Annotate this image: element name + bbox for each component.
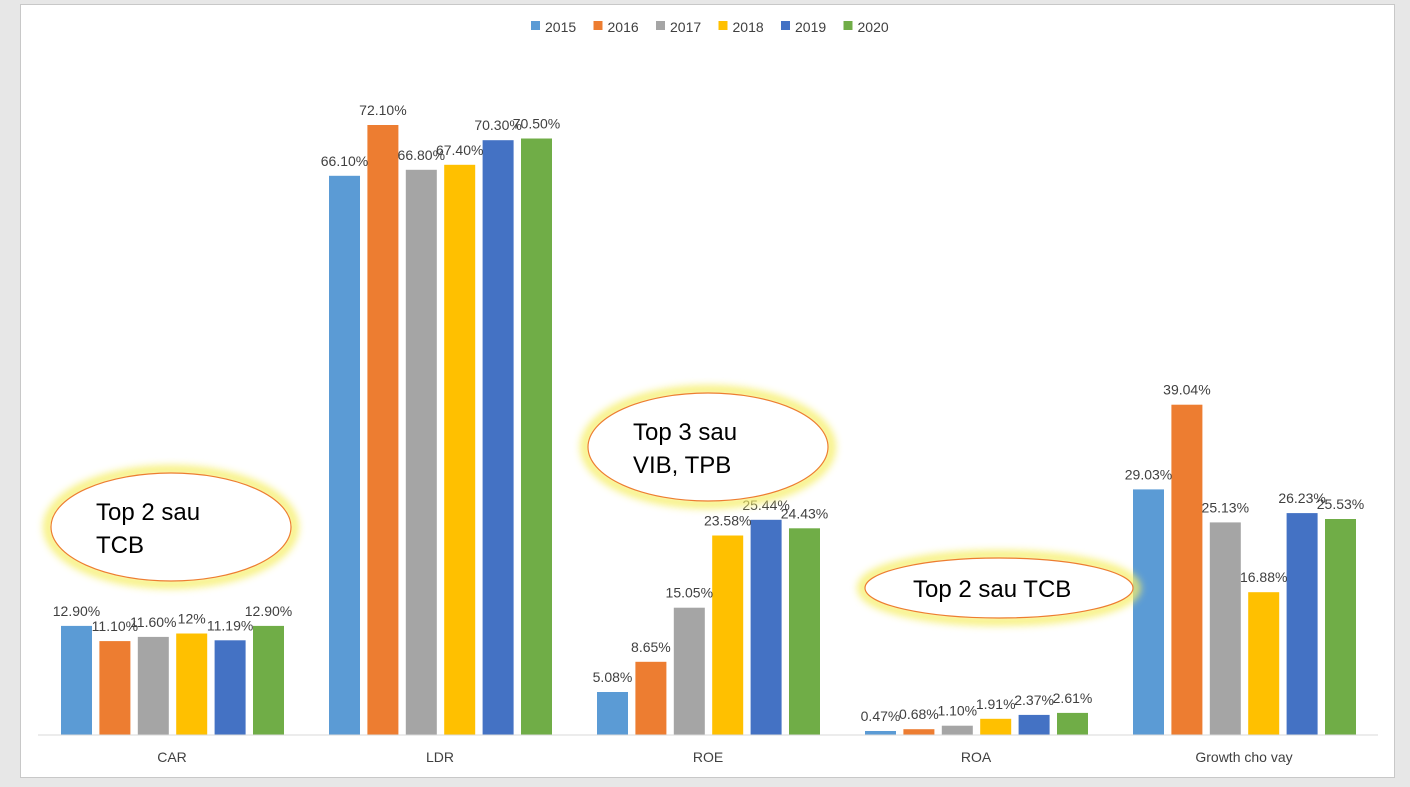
data-label-growth-cho-vay-2018: 16.88% <box>1240 569 1287 585</box>
bar-growth-cho-vay-2016 <box>1171 404 1203 735</box>
data-label-growth-cho-vay-2017: 25.13% <box>1202 499 1249 515</box>
data-label-ldr-2018: 67.40% <box>436 142 483 158</box>
bar-roe-2020 <box>789 528 820 735</box>
data-label-roe-2020: 24.43% <box>781 505 828 521</box>
data-label-growth-cho-vay-2020: 25.53% <box>1317 496 1364 512</box>
bar-roe-2016 <box>635 661 667 735</box>
bar-ldr-2016 <box>367 125 399 735</box>
callout-roa-glow <box>857 550 1141 626</box>
bars <box>61 125 1356 736</box>
category-label-car: CAR <box>157 749 187 765</box>
category-label-growth-cho-vay: Growth cho vay <box>1195 749 1292 765</box>
data-label-roa-2015: 0.47% <box>861 708 901 724</box>
callout-car-ellipse <box>50 472 292 582</box>
bar-ldr-2020 <box>521 138 552 735</box>
bar-growth-cho-vay-2018 <box>1248 592 1280 735</box>
data-label-ldr-2017: 66.80% <box>398 147 445 163</box>
callout-roe-text-1: Top 3 sau <box>633 419 737 446</box>
data-label-roa-2018: 1.91% <box>976 696 1016 712</box>
legend-label-2016: 2016 <box>608 19 639 35</box>
bar-car-2016 <box>99 641 131 735</box>
data-label-roa-2020: 2.61% <box>1053 690 1093 706</box>
category-label-roe: ROE <box>693 749 723 765</box>
legend-label-2017: 2017 <box>670 19 701 35</box>
data-label-roe-2017: 15.05% <box>666 585 713 601</box>
bar-roe-2015 <box>597 692 628 735</box>
bar-ldr-2018 <box>444 164 476 736</box>
bar-growth-cho-vay-2017 <box>1209 522 1241 735</box>
bar-roa-2017 <box>941 725 973 735</box>
legend-swatch-2020 <box>843 21 853 30</box>
callout-roa-ellipse <box>864 557 1134 619</box>
bar-car-2019 <box>214 640 246 735</box>
data-label-roa-2019: 2.37% <box>1014 692 1054 708</box>
bar-roe-2019 <box>750 519 782 735</box>
callout-roe: Top 3 sau VIB, TPB <box>580 385 836 509</box>
legend-label-2020: 2020 <box>858 19 889 35</box>
callout-car: Top 2 sau TCB <box>43 465 299 589</box>
bar-chart: 2015 2016 2017 2018 2019 2020 12.90%11.10%11.… <box>38 19 1378 765</box>
bar-growth-cho-vay-2015 <box>1133 489 1164 735</box>
bar-roe-2017 <box>673 607 705 735</box>
data-label-roe-2016: 8.65% <box>631 639 671 655</box>
data-label-growth-cho-vay-2015: 29.03% <box>1125 466 1172 482</box>
category-labels: CAR LDR ROE ROA Growth cho vay <box>157 749 1292 765</box>
callout-roe-ellipse <box>587 392 829 502</box>
legend-swatch-2016 <box>593 21 603 30</box>
data-label-ldr-2016: 72.10% <box>359 102 406 118</box>
legend-swatch-2015 <box>531 21 540 30</box>
data-label-car-2019: 11.19% <box>207 617 253 633</box>
data-label-roa-2016: 0.68% <box>899 706 939 722</box>
chart-frame: 2015 2016 2017 2018 2019 2020 12.90% 11.10% 11.… <box>20 4 1395 778</box>
data-labels: 12.90%11.10%11.60% 12% 11.19%12.90%66.10%7… <box>53 102 1364 724</box>
data-label-roe-2018: 23.58% <box>704 513 751 529</box>
legend-label-2019: 2019 <box>795 19 826 35</box>
data-label-ldr-2015: 66.10% <box>321 153 368 169</box>
data-label-roa-2017: 1.10% <box>937 703 977 719</box>
callout-car-glow <box>43 465 299 589</box>
callout-roe-text-2: VIB, TPB <box>633 452 731 479</box>
bar-ldr-2017 <box>405 169 437 736</box>
data-label-car-2015: 12.90% <box>53 603 100 619</box>
bar-roa-2016 <box>903 729 935 735</box>
data-label-ldr-2020: 70.50% <box>513 116 560 132</box>
data-label-car-2017: 11.60% <box>130 614 176 630</box>
data-label-growth-cho-vay-2019: 26.23% <box>1278 490 1325 506</box>
bar-growth-cho-vay-2019 <box>1286 513 1318 735</box>
data-label-car-2018: 12% <box>178 611 206 627</box>
category-label-roa: ROA <box>961 749 992 765</box>
legend: 2015 2016 2017 2018 2019 2020 <box>531 19 889 35</box>
bar-growth-cho-vay-2020 <box>1325 519 1356 735</box>
bar-car-2020 <box>253 625 284 735</box>
bar-roa-2018 <box>980 718 1012 735</box>
callout-car-text-2: TCB <box>96 532 144 559</box>
bar-roe-2018 <box>712 535 744 735</box>
bar-roa-2015 <box>865 731 896 735</box>
legend-label-2018: 2018 <box>733 19 764 35</box>
bar-car-2017 <box>137 636 169 735</box>
category-label-ldr: LDR <box>426 749 454 765</box>
callout-roe-glow <box>580 385 836 509</box>
bar-car-2018 <box>176 633 208 735</box>
callout-roa: Top 2 sau TCB <box>857 550 1141 626</box>
legend-swatch-2017 <box>656 21 665 30</box>
legend-swatch-2019 <box>781 21 790 30</box>
data-label-car-2016: 11.10% <box>92 618 138 634</box>
bar-roa-2020 <box>1057 712 1088 735</box>
callout-roa-text-1: Top 2 sau TCB <box>913 576 1071 603</box>
data-label-car-2020: 12.90% <box>245 603 292 619</box>
annotations: Top 2 sau TCB Top 3 sau VIB, TPB Top 2 sau T… <box>43 385 1141 626</box>
data-label-ldr-2019: 70.30% <box>474 117 521 133</box>
bar-roa-2019 <box>1018 714 1050 735</box>
bar-ldr-2015 <box>329 175 360 736</box>
callout-car-text-1: Top 2 sau <box>96 499 200 526</box>
bar-car-2015 <box>61 625 92 735</box>
bar-ldr-2019 <box>482 140 514 735</box>
data-label-roe-2015: 5.08% <box>593 669 633 685</box>
data-label-growth-cho-vay-2016: 39.04% <box>1163 382 1210 398</box>
legend-swatch-2018 <box>718 21 728 30</box>
legend-label-2015: 2015 <box>545 19 576 35</box>
